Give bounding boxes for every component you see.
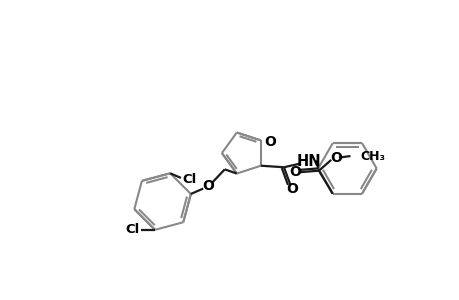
Text: O: O — [263, 135, 275, 149]
Text: Cl: Cl — [182, 173, 196, 186]
Text: Cl: Cl — [125, 223, 140, 236]
Text: O: O — [202, 179, 213, 193]
Text: O: O — [286, 182, 298, 196]
Text: O: O — [330, 152, 342, 165]
Text: HN: HN — [296, 154, 320, 169]
Text: CH₃: CH₃ — [360, 149, 385, 163]
Text: O: O — [288, 165, 300, 179]
